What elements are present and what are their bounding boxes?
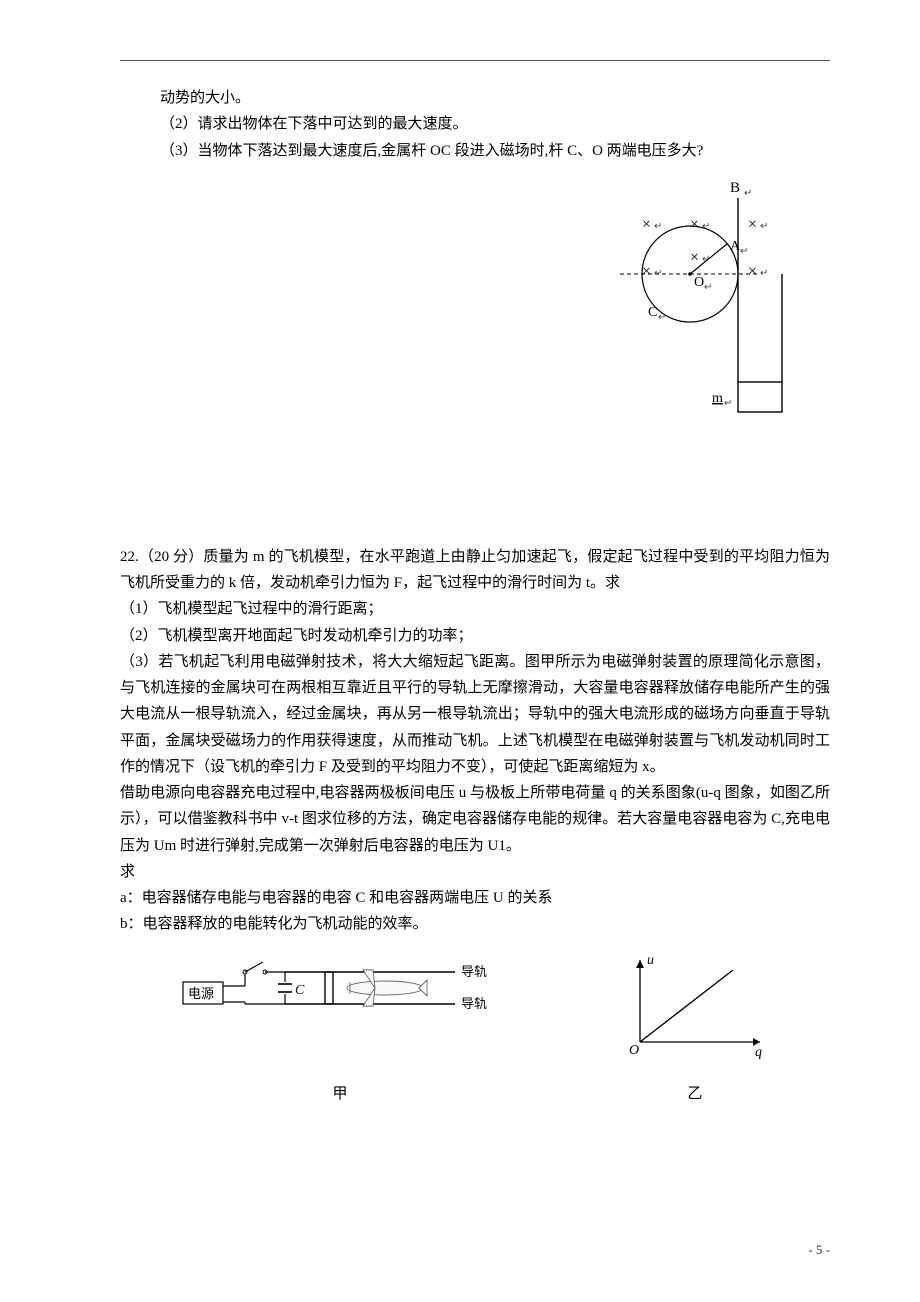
svg-text:↵: ↵ — [740, 246, 748, 257]
svg-text:↵: ↵ — [744, 188, 752, 199]
axis-u: u — [647, 953, 654, 968]
cross-icon: × — [748, 263, 757, 280]
caption-left: 甲 — [175, 1081, 505, 1107]
label-C: C — [648, 305, 657, 320]
svg-text:↵: ↵ — [702, 254, 710, 265]
svg-text:↵: ↵ — [760, 221, 768, 232]
label-daogui-bottom: 导轨 — [461, 996, 487, 1011]
label-dianyuan: 电源 — [188, 986, 214, 1001]
svg-text:↵: ↵ — [724, 398, 732, 409]
q22-sub-b: b：电容器释放的电能转化为飞机动能的效率。 — [120, 911, 830, 937]
q22-block: 22.（20 分）质量为 m 的飞机模型，在水平跑道上由静止匀加速起飞，假定起飞… — [120, 544, 830, 1107]
cross-icon: × — [690, 216, 699, 233]
q22-figures: 电源 C — [120, 952, 830, 1071]
svg-text:↵: ↵ — [654, 268, 662, 279]
q22-figure-left: 电源 C — [175, 952, 505, 1061]
q22-sub2: （2）飞机模型离开地面起飞时发动机牵引力的功率； — [120, 623, 830, 649]
svg-text:↵: ↵ — [702, 221, 710, 232]
q22-figure-right: u q O — [615, 952, 775, 1071]
label-m: m — [712, 391, 723, 406]
q21-sub2: （2）请求出物体在下落中可达到的最大速度。 — [120, 111, 830, 137]
page-number: - 5 - — [808, 1239, 830, 1262]
label-C: C — [295, 983, 305, 998]
q21-figure: × × × × × × ↵ ↵ ↵ ↵ ↵ ↵ B ↵ A ↵ O ↵ C — [590, 174, 820, 434]
q22-head: 22.（20 分）质量为 m 的飞机模型，在水平跑道上由静止匀加速起飞，假定起飞… — [120, 544, 830, 597]
cross-icon: × — [690, 249, 699, 266]
q22-sub3: （3）若飞机起飞利用电磁弹射技术，将大大缩短起飞距离。图甲所示为电磁弹射装置的原… — [120, 649, 830, 780]
q22-sub1: （1）飞机模型起飞过程中的滑行距离； — [120, 596, 830, 622]
label-daogui-top: 导轨 — [461, 964, 487, 979]
header-rule — [120, 60, 830, 61]
axis-q: q — [755, 1045, 762, 1060]
label-B: B — [730, 180, 740, 196]
svg-text:↵: ↵ — [760, 268, 768, 279]
q21-cont-line: 动势的大小。 — [120, 85, 830, 111]
q22-captions: 甲 乙 — [120, 1081, 830, 1107]
q22-p4: 借助电源向电容器充电过程中,电容器两极板间电压 u 与极板上所带电荷量 q 的关… — [120, 780, 830, 859]
q22-p5: 求 — [120, 859, 830, 885]
caption-right: 乙 — [615, 1081, 775, 1107]
svg-text:↵: ↵ — [658, 312, 666, 323]
svg-text:↵: ↵ — [704, 282, 712, 293]
svg-text:↵: ↵ — [654, 221, 662, 232]
axis-O: O — [629, 1043, 639, 1058]
q21-sub3: （3）当物体下落达到最大速度后,金属杆 OC 段进入磁场时,杆 C、O 两端电压… — [120, 138, 830, 164]
q22-sub-a: a：电容器储存电能与电容器的电容 C 和电容器两端电压 U 的关系 — [120, 885, 830, 911]
cross-icon: × — [748, 216, 757, 233]
q21-continuation: 动势的大小。 （2）请求出物体在下落中可达到的最大速度。 （3）当物体下落达到最… — [120, 85, 830, 434]
cross-icon: × — [642, 216, 651, 233]
label-O: O — [694, 275, 704, 290]
cross-icon: × — [642, 263, 651, 280]
